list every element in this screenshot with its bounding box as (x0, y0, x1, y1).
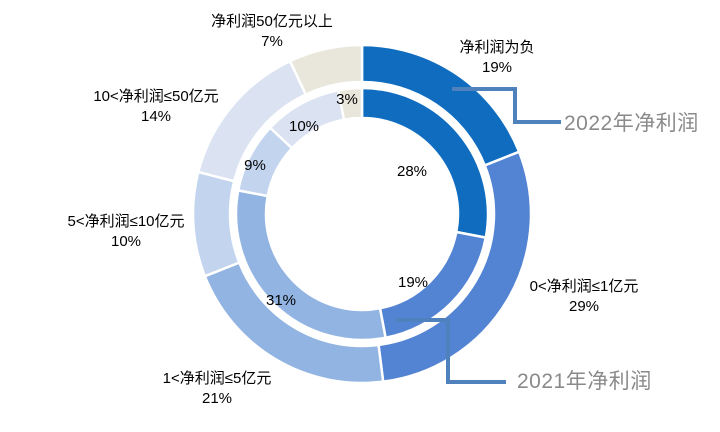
label-profit-10-to-50: 10<净利润≤50亿元 14% (93, 87, 218, 127)
inner-value-label-above-50: 3% (336, 91, 358, 108)
label-profit-0-to-1: 0<净利润≤1亿元 29% (530, 277, 639, 317)
category-percent: 21% (201, 390, 233, 407)
segment-2022年净利润-5<净利润≤10亿元 (191, 170, 241, 278)
series-label-2022: 2022年净利润 (564, 112, 699, 135)
category-name: 1<净利润≤5亿元 (162, 370, 272, 387)
category-percent: 14% (140, 108, 172, 125)
label-net-profit-negative: 净利润为负 19% (459, 38, 534, 78)
inner-value-label-10-to-50: 10% (288, 118, 320, 135)
label-profit-5-to-10: 5<净利润≤10亿元 10% (67, 212, 184, 252)
category-percent: 10% (110, 233, 142, 250)
label-profit-1-to-5: 1<净利润≤5亿元 21% (163, 369, 272, 409)
category-percent: 29% (568, 298, 600, 315)
category-percent: 7% (261, 33, 283, 50)
inner-value-label-5-to-10: 9% (244, 157, 266, 174)
category-name: 净利润50亿元以上 (211, 13, 333, 30)
callout-line-2021 (396, 318, 506, 384)
inner-value-label-1-to-5: 31% (265, 292, 297, 309)
series-label-2021: 2021年净利润 (517, 370, 652, 393)
label-profit-above-50: 净利润50亿元以上 7% (211, 12, 333, 52)
category-name: 5<净利润≤10亿元 (67, 213, 185, 230)
category-name: 0<净利润≤1亿元 (529, 278, 639, 295)
inner-value-label-negative: 28% (396, 163, 428, 180)
category-name: 净利润为负 (459, 39, 535, 56)
inner-value-label-0-to-1: 19% (397, 274, 429, 291)
segment-2021年净利润-净利润50亿元以上 (336, 86, 364, 122)
segment-2022年净利润-净利润50亿元以上 (288, 43, 364, 97)
category-percent: 19% (481, 59, 513, 76)
callout-line-2022 (452, 87, 561, 124)
category-name: 10<净利润≤50亿元 (93, 88, 219, 105)
